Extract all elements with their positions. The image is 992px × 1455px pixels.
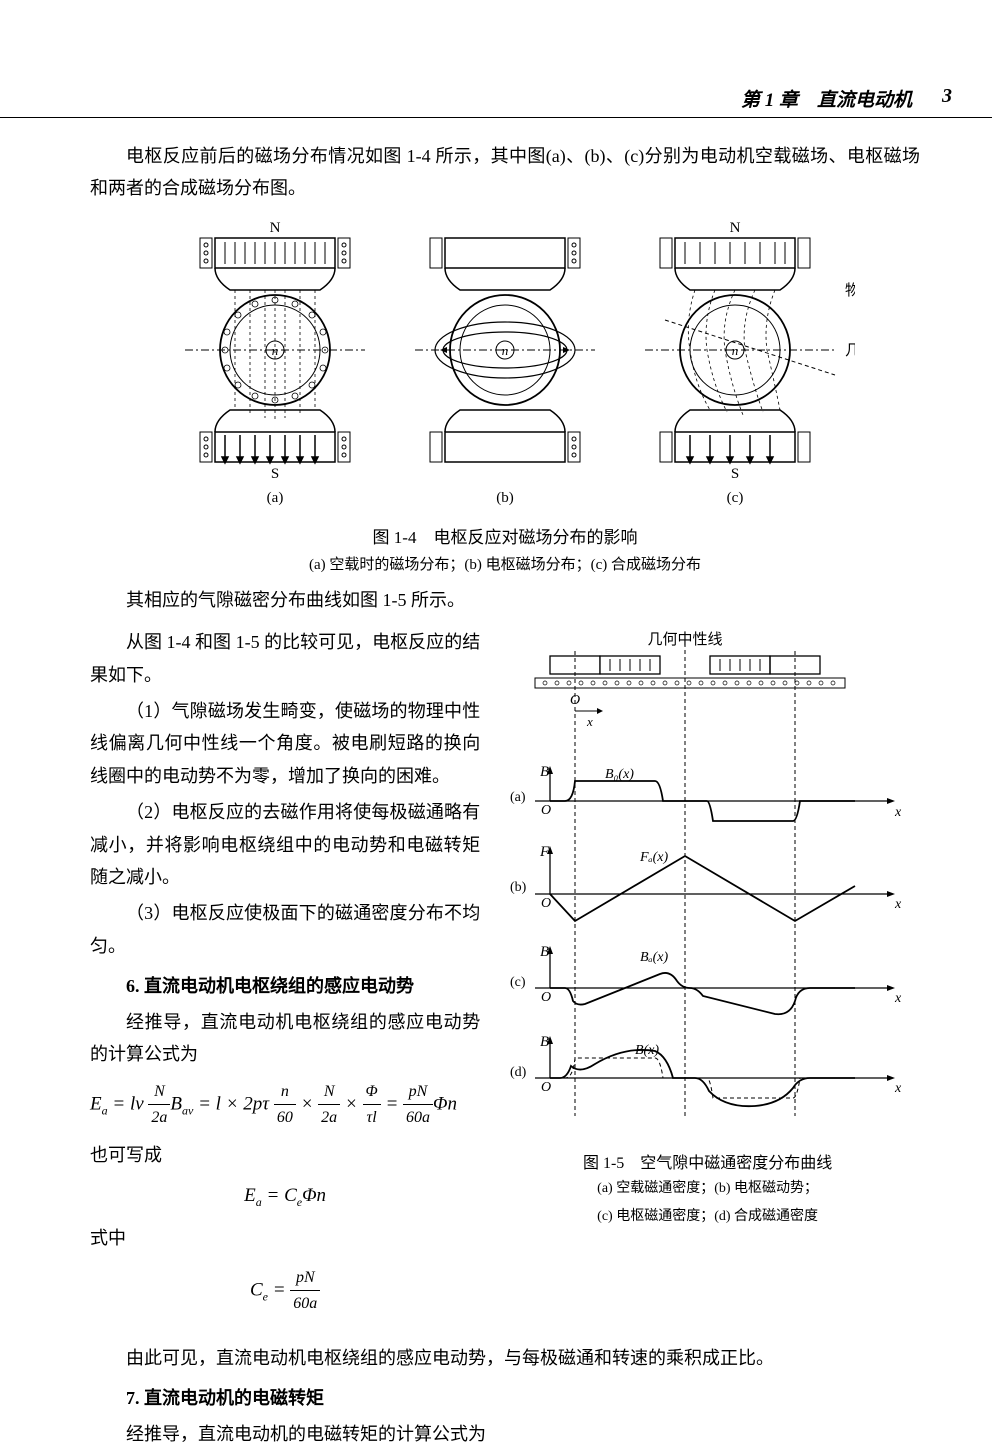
svg-text:x: x [894,805,902,820]
sublabel-a: (a) [267,490,284,506]
formula-Ea-short: Ea = CeΦn [90,1181,480,1212]
svg-text:x: x [894,897,902,912]
two-column-layout: 从图 1-4 和图 1-5 的比较可见，电枢反应的结果如下。 （1）气隙磁场发生… [90,626,920,1327]
label-N: N [270,220,281,236]
formula-where: 式中 [90,1222,480,1254]
svg-text:O: O [570,693,580,708]
formula-alt-text: 也可写成 [90,1139,480,1171]
physical-neutral-label: 物理中性线 [845,282,855,299]
svg-text:S: S [731,466,739,482]
section-7-para: 经推导，直流电动机的电磁转矩的计算公式为 [90,1418,920,1450]
geometric-neutral-label: 几何中性线 [845,342,855,359]
figure-1-5-svg: 几何中性线 [495,626,915,1136]
figure-1-5-subcaption-1: (a) 空载磁通密度；(b) 电枢磁动势； [495,1178,920,1200]
point-2: （2）电枢反应的去磁作用将使每极磁通略有减小，并将影响电枢绕组中的电动势和电磁转… [90,796,480,893]
svg-text:O: O [541,803,551,818]
figure-1-4-caption: 图 1-4 电枢反应对磁场分布的影响 [90,523,920,548]
right-column: 几何中性线 [495,626,920,1327]
chapter-title: 第 1 章 直流电动机 [741,85,912,112]
figure-1-4-svg: N [155,220,855,510]
figure-1-4-subcaption: (a) 空载时的磁场分布；(b) 电枢磁场分布；(c) 合成磁场分布 [90,553,920,574]
svg-text:O: O [541,896,551,911]
svg-text:x: x [586,714,593,729]
figure-1-4: N [90,220,920,574]
figure-1-5-subcaption-2: (c) 电枢磁通密度；(d) 合成磁通密度 [495,1206,920,1228]
sub-b-label: (b) [510,880,527,895]
B0x-label: B₀(x) [605,767,634,782]
section-6-title: 6. 直流电动机电枢绕组的感应电动势 [90,972,480,998]
formula-Ea-long: Ea = lv N2aBav = l × 2pτ n60 × N2a × Φτl… [90,1079,480,1131]
point-3: （3）电枢反应使极面下的磁通密度分布不均匀。 [90,897,480,962]
sub-d-label: (d) [510,1065,527,1080]
left-column: 从图 1-4 和图 1-5 的比较可见，电枢反应的结果如下。 （1）气隙磁场发生… [90,626,495,1327]
page-number: 3 [942,85,952,112]
page-content: 电枢反应前后的磁场分布情况如图 1-4 所示，其中图(a)、(b)、(c)分别为… [90,140,920,1455]
section-6-para: 经推导，直流电动机电枢绕组的感应电动势的计算公式为 [90,1006,480,1071]
para-after-fig4: 其相应的气隙磁密分布曲线如图 1-5 所示。 [90,584,920,616]
sublabel-c: (c) [727,490,744,506]
svg-text:O: O [541,1080,551,1095]
svg-text:x: x [894,1081,902,1096]
Fax-label: Fₐ(x) [639,850,669,865]
sub-a-label: (a) [510,790,526,805]
compare-intro: 从图 1-4 和图 1-5 的比较可见，电枢反应的结果如下。 [90,626,480,691]
bottom-section: 由此可见，直流电动机电枢绕组的感应电动势，与每极磁通和转速的乘积成正比。 7. … [90,1342,920,1451]
figure-1-5-caption: 图 1-5 空气隙中磁通密度分布曲线 [495,1149,920,1173]
section-7-title: 7. 直流电动机的电磁转矩 [90,1384,920,1410]
svg-text:x: x [894,991,902,1006]
svg-text:N: N [730,220,741,236]
page-header: 第 1 章 直流电动机 3 [0,85,992,118]
intro-paragraph: 电枢反应前后的磁场分布情况如图 1-4 所示，其中图(a)、(b)、(c)分别为… [90,140,920,205]
svg-text:O: O [541,990,551,1005]
label-S: S [271,466,279,482]
sub-c-label: (c) [510,975,526,990]
sublabel-b: (b) [496,490,514,506]
section-6-conclusion: 由此可见，直流电动机电枢绕组的感应电动势，与每极磁通和转速的乘积成正比。 [90,1342,920,1374]
Bax-label: Bₐ(x) [640,950,669,965]
formula-Ce: Ce = pN60a [90,1265,480,1317]
point-1: （1）气隙磁场发生畸变，使磁场的物理中性线偏离几何中性线一个角度。被电刷短路的换… [90,695,480,792]
